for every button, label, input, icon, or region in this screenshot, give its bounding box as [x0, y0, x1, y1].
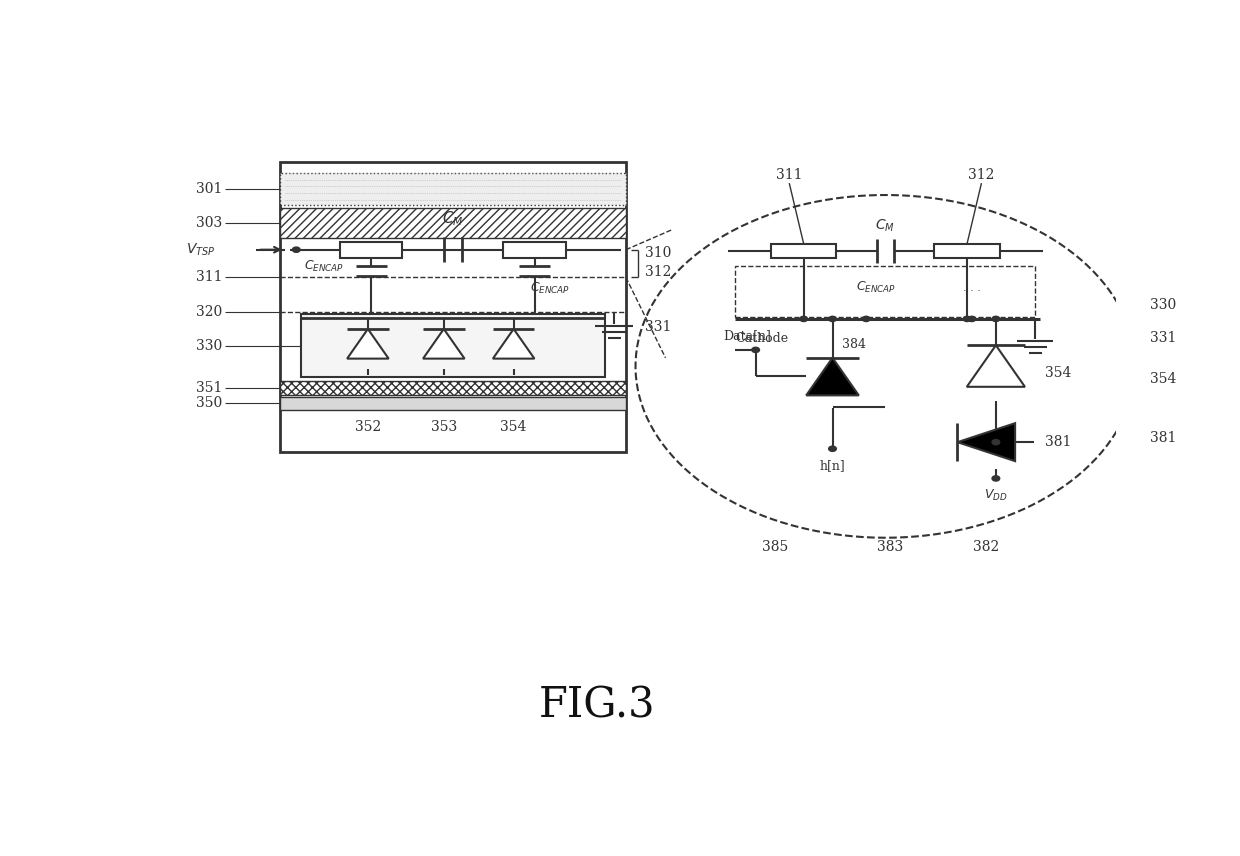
Text: $V_{DD}$: $V_{DD}$: [985, 488, 1008, 502]
Circle shape: [963, 316, 971, 322]
Text: 331: 331: [645, 320, 672, 335]
Bar: [935, 244, 999, 259]
Text: 385: 385: [761, 540, 787, 554]
Circle shape: [992, 439, 999, 445]
Circle shape: [293, 247, 300, 253]
Circle shape: [862, 316, 870, 322]
Text: 351: 351: [196, 381, 222, 395]
Bar: [280, 208, 626, 238]
Circle shape: [800, 316, 807, 322]
Text: $C_{ENCAP}$: $C_{ENCAP}$: [529, 281, 570, 296]
Bar: [340, 241, 403, 258]
Text: $V_{TSP}$: $V_{TSP}$: [186, 241, 216, 258]
Text: 312: 312: [645, 265, 672, 279]
Circle shape: [992, 476, 999, 481]
Text: 330: 330: [1149, 298, 1176, 312]
Bar: [280, 381, 626, 395]
Text: 353: 353: [430, 419, 456, 434]
Text: . . .: . . .: [963, 283, 981, 293]
Bar: [503, 241, 565, 258]
Circle shape: [828, 316, 836, 322]
Polygon shape: [967, 345, 1025, 387]
Polygon shape: [423, 329, 465, 359]
Polygon shape: [806, 358, 859, 395]
Text: h[n]: h[n]: [820, 459, 846, 472]
Text: FIG.3: FIG.3: [538, 685, 656, 727]
Text: 350: 350: [196, 396, 222, 410]
Text: 330: 330: [196, 339, 222, 353]
Text: 331: 331: [1149, 331, 1176, 345]
Text: $C_M$: $C_M$: [443, 209, 464, 228]
Text: Data[n]: Data[n]: [723, 329, 771, 342]
Text: 354: 354: [1149, 372, 1176, 386]
Text: 354: 354: [501, 419, 527, 434]
Text: 382: 382: [973, 540, 999, 554]
Text: 352: 352: [355, 419, 381, 434]
Text: 311: 311: [196, 270, 222, 284]
Text: $C_{ENCAP}$: $C_{ENCAP}$: [304, 259, 345, 274]
Bar: [280, 162, 626, 452]
Bar: [735, 265, 1035, 317]
Text: 310: 310: [645, 246, 672, 260]
Polygon shape: [347, 329, 388, 359]
Text: Cathode: Cathode: [735, 332, 789, 345]
Bar: [280, 173, 626, 205]
Circle shape: [751, 348, 759, 353]
Polygon shape: [492, 329, 534, 359]
Text: 303: 303: [196, 216, 222, 230]
Bar: [301, 314, 605, 377]
Bar: [771, 244, 836, 259]
Circle shape: [992, 316, 999, 322]
Text: 301: 301: [196, 182, 222, 196]
Circle shape: [968, 316, 976, 322]
Text: 381: 381: [1045, 435, 1071, 449]
Polygon shape: [957, 423, 1016, 461]
Text: 383: 383: [877, 540, 903, 554]
Text: 320: 320: [196, 305, 222, 318]
Text: 381: 381: [1149, 431, 1176, 445]
Text: 354: 354: [1045, 366, 1071, 380]
Text: $C_{ENCAP}$: $C_{ENCAP}$: [856, 281, 895, 295]
Bar: [280, 396, 626, 410]
Text: $C_M$: $C_M$: [875, 217, 895, 234]
Text: 311: 311: [776, 168, 802, 181]
Text: 312: 312: [968, 168, 994, 181]
Text: 384: 384: [842, 338, 866, 351]
Circle shape: [828, 446, 836, 451]
